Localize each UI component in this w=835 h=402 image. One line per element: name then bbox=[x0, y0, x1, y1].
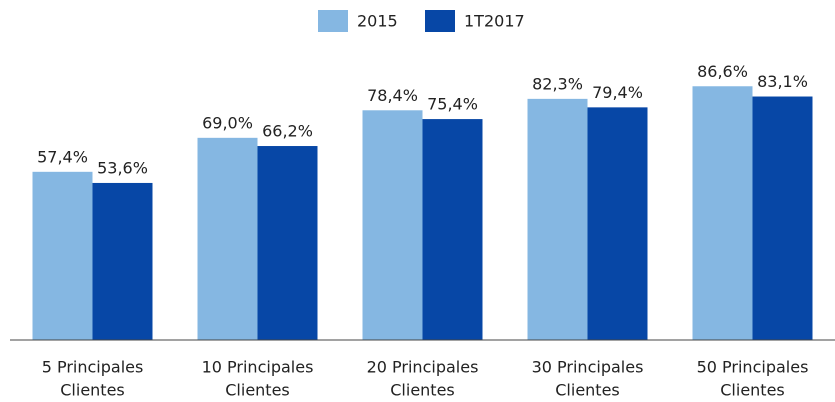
bar bbox=[197, 137, 258, 340]
data-label: 86,6% bbox=[697, 62, 748, 81]
data-label: 82,3% bbox=[532, 74, 583, 93]
bar bbox=[362, 110, 423, 341]
data-label: 53,6% bbox=[97, 158, 148, 177]
legend-label: 1T2017 bbox=[464, 12, 525, 31]
x-tick-label: 5 Principales bbox=[42, 358, 144, 377]
x-tick-label: 50 Principales bbox=[697, 358, 809, 377]
x-tick-label: 20 Principales bbox=[367, 358, 479, 377]
bar bbox=[752, 96, 813, 340]
x-tick-label: Clientes bbox=[225, 381, 290, 400]
data-label: 57,4% bbox=[37, 147, 88, 166]
data-label: 75,4% bbox=[427, 95, 478, 114]
x-tick-label: 30 Principales bbox=[532, 358, 644, 377]
x-tick-label: Clientes bbox=[555, 381, 620, 400]
bar bbox=[32, 171, 93, 340]
x-tick-label: Clientes bbox=[390, 381, 455, 400]
x-tick-label: Clientes bbox=[720, 381, 785, 400]
bar bbox=[422, 119, 483, 340]
bar bbox=[527, 98, 588, 341]
data-label: 66,2% bbox=[262, 122, 313, 141]
data-label: 79,4% bbox=[592, 83, 643, 102]
x-tick-label: 10 Principales bbox=[202, 358, 314, 377]
bar bbox=[587, 107, 648, 340]
bar bbox=[92, 182, 153, 340]
bar bbox=[692, 86, 753, 341]
data-label: 83,1% bbox=[757, 72, 808, 91]
x-tick-label: Clientes bbox=[60, 381, 125, 400]
legend-label: 2015 bbox=[357, 12, 398, 31]
legend-swatch bbox=[318, 10, 348, 32]
data-label: 78,4% bbox=[367, 86, 418, 105]
bar bbox=[257, 146, 318, 340]
legend-swatch bbox=[425, 10, 455, 32]
data-label: 69,0% bbox=[202, 113, 253, 132]
